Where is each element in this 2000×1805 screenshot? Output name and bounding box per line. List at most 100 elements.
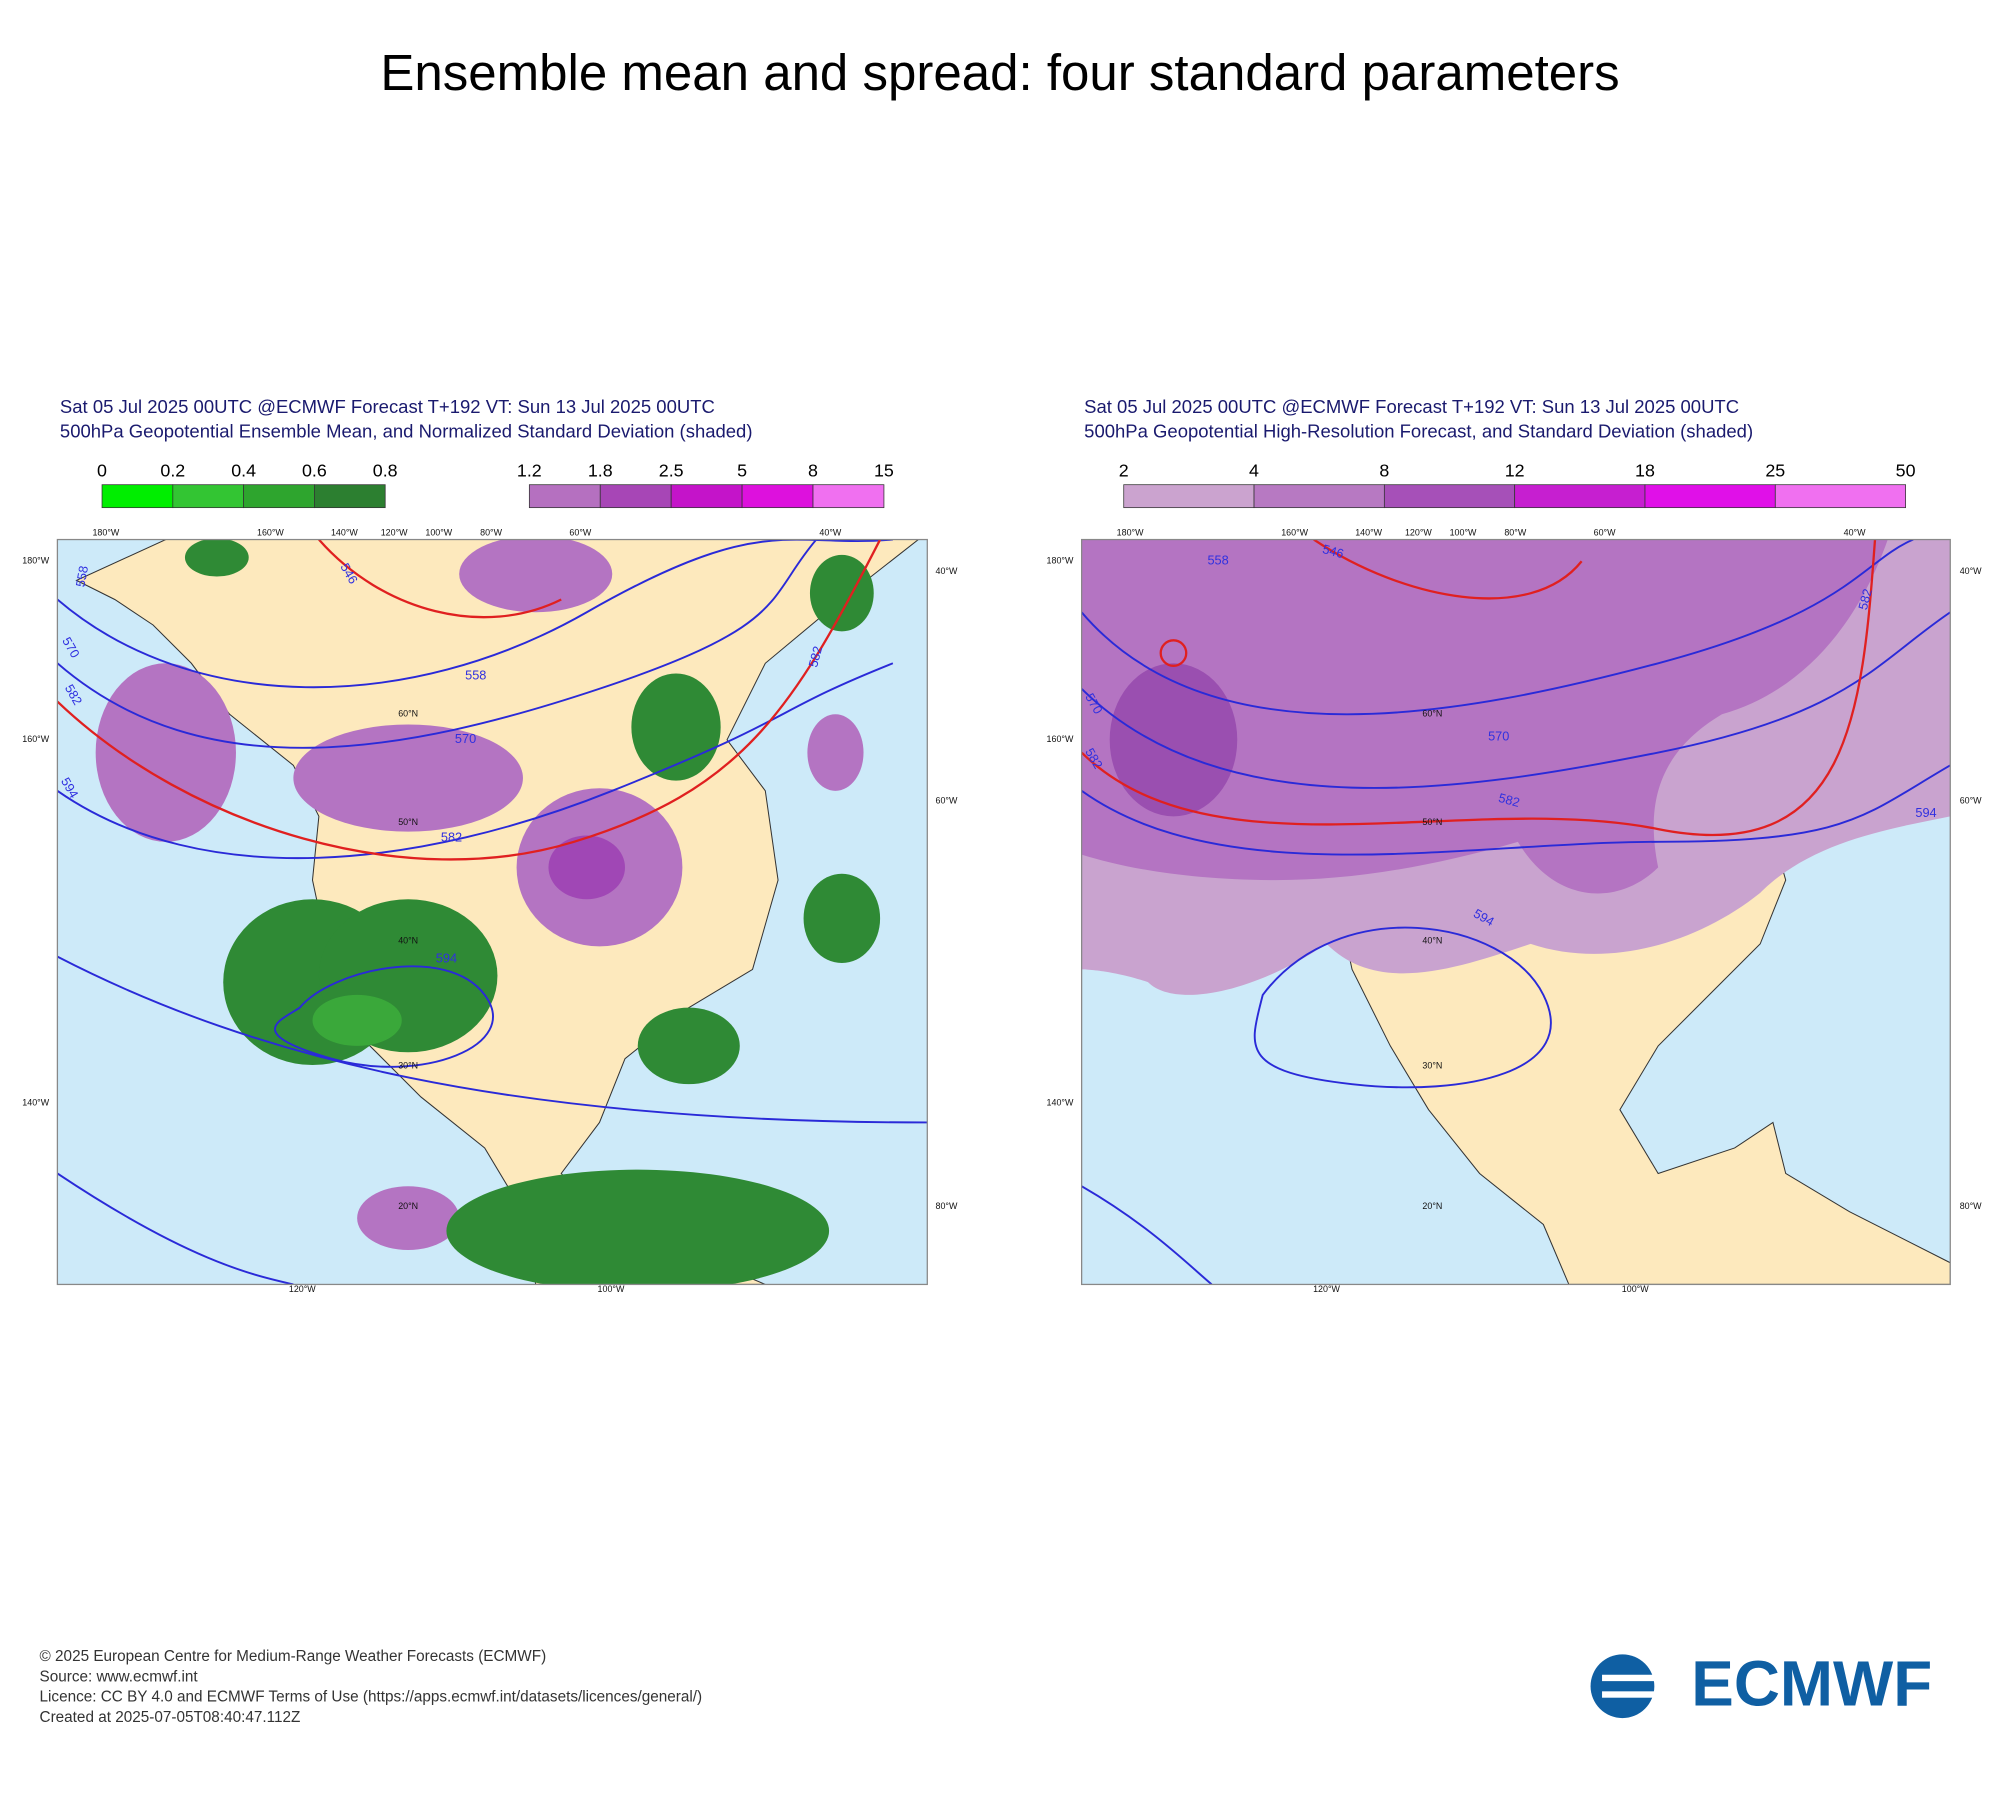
map-coordinate-label: 40°W — [935, 566, 957, 576]
map-coordinate-label: 120°W — [1405, 528, 1432, 538]
map-coordinate-label: 100°W — [598, 1284, 625, 1294]
map-coordinate-label: 180°W — [1117, 528, 1144, 538]
colorbar-label: 4 — [1249, 461, 1259, 481]
map-coordinate-label: 140°W — [1047, 1098, 1074, 1108]
map-coordinate-label: 140°W — [1355, 528, 1382, 538]
logo-text: ECMWF — [1691, 1648, 1932, 1720]
normalized-shading — [184, 539, 881, 1285]
colorbar-segment — [670, 484, 743, 509]
logo: ECMWF — [1590, 1648, 1932, 1720]
map-coordinate-label: 80°W — [935, 1201, 957, 1211]
page-title: Ensemble mean and spread: four standard … — [380, 44, 1619, 101]
footer-line: Licence: CC BY 4.0 and ECMWF Terms of Us… — [40, 1689, 703, 1706]
colorbar-label: 0.6 — [302, 461, 327, 481]
contour-label: 594 — [436, 951, 457, 966]
map-coordinate-label: 60°N — [1422, 709, 1442, 719]
map-coordinate-label: 140°W — [22, 1098, 49, 1108]
colorbar-segment — [1253, 484, 1385, 509]
map-coordinate-label: 40°W — [819, 528, 841, 538]
colorbar-label: 0.8 — [373, 461, 398, 481]
map-coordinate-label: 100°W — [1622, 1284, 1649, 1294]
colorbar-label: 0 — [97, 461, 107, 481]
map-coordinate-label: 40°W — [1960, 566, 1982, 576]
map-frame — [1080, 538, 1951, 1286]
contour-label: 570 — [455, 731, 476, 746]
colorbar-label: 25 — [1765, 461, 1785, 481]
panel-header: 500hPa Geopotential High-Resolution Fore… — [1084, 420, 1753, 441]
colorbar-label: 5 — [737, 461, 747, 481]
map-coordinate-label: 50°N — [398, 817, 418, 827]
colorbar-segment — [1644, 484, 1776, 509]
spread-shading — [1081, 539, 1888, 894]
spread-shading — [95, 539, 864, 1250]
contours — [1081, 539, 1951, 1285]
map-coordinate-label: 20°N — [1422, 1201, 1442, 1211]
colorbar-segment — [812, 484, 885, 509]
map-coordinate-label: 120°W — [1313, 1284, 1340, 1294]
contour-label: 582 — [805, 644, 825, 668]
map-coordinate-label: 160°W — [257, 528, 284, 538]
colorbar-segment — [172, 484, 245, 509]
map-coordinate-label: 120°W — [381, 528, 408, 538]
logo-icon — [1590, 1654, 1655, 1719]
colorbar-segment — [741, 484, 814, 509]
colorbar-segment — [1514, 484, 1646, 509]
colorbar-label: 8 — [1379, 461, 1389, 481]
panel-header: Sat 05 Jul 2025 00UTC @ECMWF Forecast T+… — [1084, 396, 1739, 417]
map-left — [57, 539, 928, 1285]
colorbar-label: 50 — [1896, 461, 1916, 481]
map-coordinate-label: 120°W — [289, 1284, 316, 1294]
contour-label: 582 — [1497, 790, 1521, 810]
map-coordinate-label: 60°N — [398, 709, 418, 719]
map-coordinate-label: 140°W — [331, 528, 358, 538]
map-right — [1081, 539, 1951, 1285]
map-coordinate-label: 180°W — [22, 556, 49, 566]
map-coordinate-label: 160°W — [22, 734, 49, 744]
colorbar-segment — [101, 484, 174, 509]
spread-shading — [1109, 663, 1238, 817]
contours-red — [1081, 539, 1877, 836]
map-coordinate-label: 40°W — [1844, 528, 1866, 538]
map-coordinate-label: 60°W — [569, 528, 591, 538]
map-coordinate-label: 180°W — [92, 528, 119, 538]
footer-line: Created at 2025-07-05T08:40:47.112Z — [40, 1709, 301, 1726]
contour-label: 582 — [441, 829, 462, 844]
footer-line: Source: www.ecmwf.int — [40, 1668, 199, 1685]
map-coordinate-label: 160°W — [1047, 734, 1074, 744]
map-coordinate-label: 60°W — [1960, 795, 1982, 805]
map-coordinate-label: 50°N — [1422, 817, 1442, 827]
colorbar-segment — [599, 484, 672, 509]
map-coordinate-label: 80°W — [1504, 528, 1526, 538]
contour-label: 558 — [73, 565, 91, 589]
colorbar-label: 18 — [1635, 461, 1655, 481]
colorbar-segment — [1774, 484, 1906, 509]
map-coordinate-label: 30°N — [398, 1061, 418, 1071]
map-coordinate-label: 80°W — [1960, 1201, 1982, 1211]
map-coordinate-label: 100°W — [1450, 528, 1477, 538]
map-coordinate-label: 60°W — [935, 795, 957, 805]
panel-header: Sat 05 Jul 2025 00UTC @ECMWF Forecast T+… — [60, 396, 715, 417]
map-frame — [56, 538, 928, 1286]
colorbar-label: 8 — [808, 461, 818, 481]
colorbar-segment — [314, 484, 386, 509]
contour-label: 582 — [1855, 587, 1875, 611]
map-coordinate-label: 60°W — [1594, 528, 1616, 538]
colorbar-label: 15 — [874, 461, 894, 481]
panel-header: 500hPa Geopotential Ensemble Mean, and N… — [60, 420, 753, 441]
contour-label: 570 — [1488, 729, 1509, 744]
contour-label: 594 — [1915, 805, 1936, 820]
contours-red — [57, 539, 882, 861]
map-coordinate-label: 30°N — [1422, 1061, 1442, 1071]
map-coordinate-label: 40°N — [1422, 936, 1442, 946]
contour-label: 558 — [1207, 553, 1228, 568]
colorbar-segment — [243, 484, 315, 509]
footer-line: © 2025 European Centre for Medium-Range … — [40, 1648, 547, 1665]
map-coordinate-label: 20°N — [398, 1201, 418, 1211]
colorbar-segment — [1383, 484, 1516, 509]
colorbar-label: 2 — [1119, 461, 1129, 481]
map-coordinate-label: 160°W — [1281, 528, 1308, 538]
colorbar-label: 1.2 — [517, 461, 542, 481]
map-coordinate-label: 80°W — [480, 528, 502, 538]
